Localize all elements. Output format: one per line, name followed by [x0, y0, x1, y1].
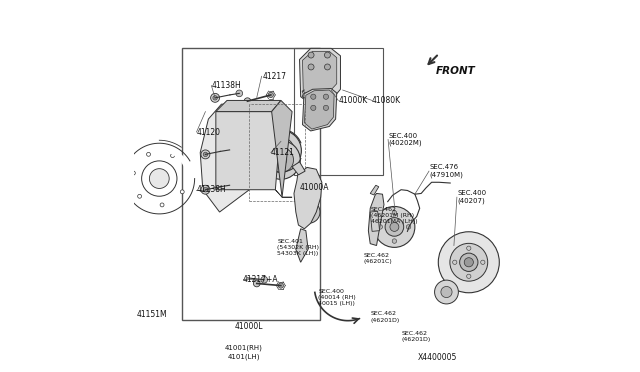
Text: 41080K: 41080K	[372, 96, 401, 105]
Circle shape	[452, 260, 457, 264]
Polygon shape	[216, 100, 281, 112]
Circle shape	[390, 222, 399, 231]
Circle shape	[450, 243, 488, 281]
Circle shape	[260, 130, 301, 171]
Text: 41151M: 41151M	[136, 310, 167, 319]
Circle shape	[467, 246, 471, 250]
Polygon shape	[369, 193, 384, 246]
Text: SEC.462
(46201D): SEC.462 (46201D)	[402, 331, 431, 342]
Text: 41000L: 41000L	[235, 322, 264, 331]
Text: 41217: 41217	[262, 72, 286, 81]
Text: 41000K: 41000K	[338, 96, 367, 105]
Polygon shape	[305, 90, 334, 129]
Polygon shape	[303, 89, 337, 131]
Circle shape	[227, 182, 233, 189]
Circle shape	[303, 206, 314, 218]
Circle shape	[253, 280, 260, 287]
Circle shape	[171, 154, 175, 158]
Circle shape	[138, 194, 141, 198]
Text: SEC.400
(40014 (RH)
40015 (LH)): SEC.400 (40014 (RH) 40015 (LH))	[318, 289, 356, 306]
Circle shape	[211, 93, 220, 102]
Text: 41138H: 41138H	[196, 185, 227, 194]
Circle shape	[481, 260, 485, 264]
Circle shape	[323, 105, 328, 110]
Circle shape	[324, 64, 330, 70]
Text: SEC.476
(47910M): SEC.476 (47910M)	[429, 164, 463, 178]
Circle shape	[435, 280, 458, 304]
Polygon shape	[296, 229, 308, 262]
Circle shape	[467, 274, 471, 278]
Circle shape	[203, 152, 207, 157]
Circle shape	[268, 137, 294, 164]
Text: FRONT: FRONT	[435, 66, 475, 76]
Text: X4400005: X4400005	[419, 353, 458, 362]
Circle shape	[278, 283, 284, 288]
Circle shape	[392, 239, 397, 243]
Circle shape	[406, 225, 411, 229]
Circle shape	[441, 286, 452, 298]
Polygon shape	[200, 104, 253, 212]
Circle shape	[213, 96, 218, 100]
Circle shape	[310, 105, 316, 110]
Circle shape	[236, 90, 243, 97]
Text: 41121: 41121	[271, 148, 295, 157]
Circle shape	[275, 144, 287, 157]
Circle shape	[261, 276, 268, 283]
Circle shape	[392, 211, 397, 215]
Circle shape	[180, 190, 184, 194]
Circle shape	[324, 52, 330, 58]
Text: 4101(LH): 4101(LH)	[227, 354, 260, 360]
Text: 41217+A: 41217+A	[243, 275, 278, 283]
Text: SEC.462
(46201D): SEC.462 (46201D)	[371, 311, 400, 323]
Polygon shape	[271, 100, 292, 197]
Circle shape	[438, 232, 499, 293]
Circle shape	[160, 203, 164, 207]
Circle shape	[308, 52, 314, 58]
Polygon shape	[292, 162, 305, 175]
Text: SEC.462
(46201M (RH)
46201MA (LH)): SEC.462 (46201M (RH) 46201MA (LH))	[371, 207, 417, 224]
Circle shape	[147, 153, 150, 156]
Circle shape	[374, 206, 415, 247]
Circle shape	[262, 141, 300, 179]
Circle shape	[308, 64, 314, 70]
Text: SEC.400
(40207): SEC.400 (40207)	[458, 190, 487, 204]
Circle shape	[203, 187, 207, 192]
Circle shape	[149, 169, 169, 189]
Circle shape	[460, 253, 478, 272]
Text: 41001(RH): 41001(RH)	[225, 344, 262, 351]
Text: 41138H: 41138H	[212, 81, 242, 90]
Polygon shape	[300, 48, 340, 104]
Text: SEC.462
(46201C): SEC.462 (46201C)	[364, 253, 393, 264]
Polygon shape	[303, 51, 337, 99]
Text: SEC.401
(54302K (RH)
54303K (LH)): SEC.401 (54302K (RH) 54303K (LH))	[277, 239, 319, 256]
Circle shape	[298, 201, 320, 223]
Circle shape	[201, 150, 210, 159]
Text: 41120: 41120	[196, 128, 221, 137]
Circle shape	[268, 147, 294, 173]
Circle shape	[323, 94, 328, 99]
Bar	[294, 48, 383, 175]
Bar	[182, 48, 320, 320]
Circle shape	[268, 92, 273, 97]
Circle shape	[464, 258, 474, 267]
Circle shape	[310, 94, 316, 99]
Circle shape	[131, 171, 135, 175]
Polygon shape	[370, 211, 380, 231]
Circle shape	[201, 185, 210, 194]
Text: SEC.400
(40202M): SEC.400 (40202M)	[389, 132, 422, 147]
Polygon shape	[275, 190, 292, 197]
Circle shape	[385, 218, 404, 236]
Text: 41000A: 41000A	[300, 183, 329, 192]
Circle shape	[227, 147, 233, 153]
Polygon shape	[370, 185, 379, 195]
Circle shape	[275, 154, 287, 166]
Circle shape	[244, 98, 251, 105]
Circle shape	[378, 225, 383, 229]
Polygon shape	[216, 112, 281, 190]
Polygon shape	[294, 167, 322, 229]
